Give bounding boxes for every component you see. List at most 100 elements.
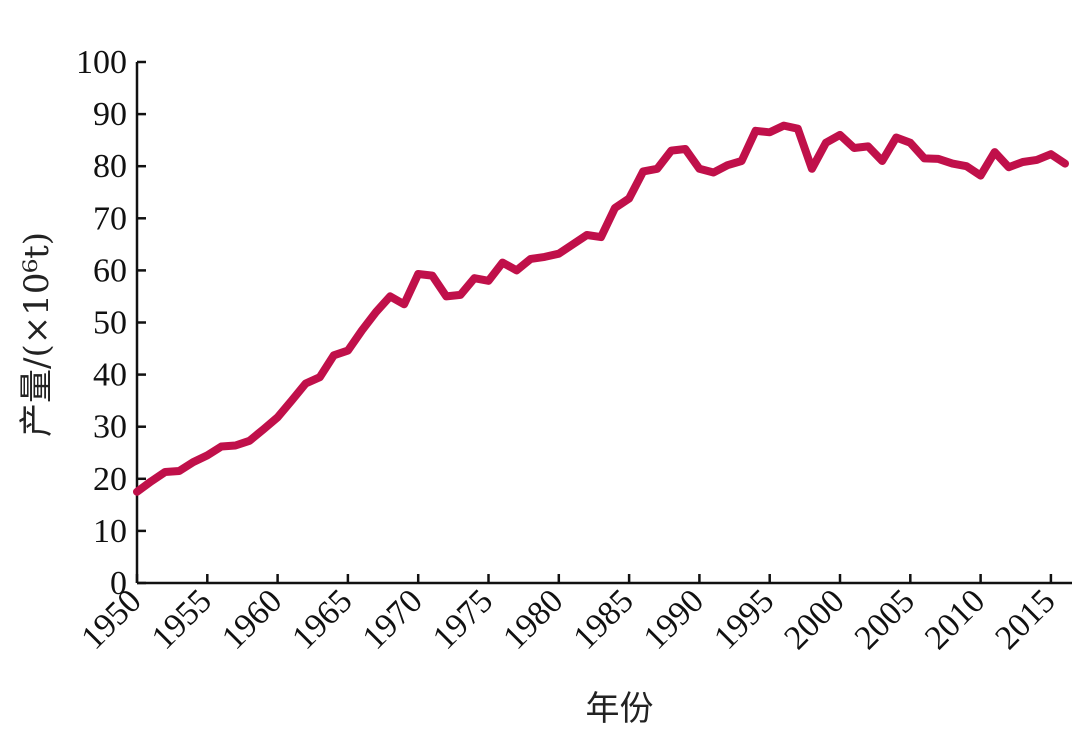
data-point xyxy=(1019,159,1026,165)
data-point xyxy=(190,459,197,466)
data-point xyxy=(1047,151,1054,158)
axes xyxy=(135,62,1072,585)
data-point xyxy=(640,168,647,175)
data-point xyxy=(527,255,534,262)
y-tick-label: 100 xyxy=(76,44,127,81)
data-point xyxy=(344,347,351,354)
data-point xyxy=(330,352,337,359)
data-point xyxy=(513,267,520,274)
x-tick-label: 1970 xyxy=(356,582,430,656)
x-tick-label: 1985 xyxy=(567,582,641,656)
data-point xyxy=(879,158,886,164)
data-point xyxy=(569,241,576,248)
series-line-0 xyxy=(133,121,1069,496)
data-point xyxy=(387,293,394,300)
data-point xyxy=(752,127,759,134)
data-point xyxy=(1005,164,1012,171)
data-point xyxy=(738,158,745,164)
data-point xyxy=(288,397,295,404)
data-point xyxy=(429,272,436,279)
data-point xyxy=(626,195,633,202)
x-tick-label: 2000 xyxy=(777,582,851,656)
x-tick-label: 1990 xyxy=(637,582,711,656)
data-point xyxy=(401,301,408,308)
data-point xyxy=(921,155,928,162)
data-point xyxy=(822,139,829,146)
data-point xyxy=(162,469,169,475)
data-point xyxy=(302,380,309,387)
data-point xyxy=(274,414,281,421)
data-point xyxy=(134,488,140,495)
data-point xyxy=(696,165,703,172)
y-axis-title: 产量/(×10⁶t) xyxy=(17,232,57,437)
x-tick-label: 2015 xyxy=(988,582,1062,656)
data-point xyxy=(963,163,970,170)
x-tick-label: 1955 xyxy=(145,582,219,656)
data-point xyxy=(893,134,900,141)
data-point xyxy=(710,169,717,176)
data-point xyxy=(541,253,548,260)
data-point xyxy=(260,426,267,433)
x-tick-label: 2010 xyxy=(918,582,992,656)
data-point xyxy=(1062,160,1068,167)
data-point xyxy=(780,122,787,129)
y-tick-label: 20 xyxy=(93,461,127,498)
y-tick-label: 70 xyxy=(93,200,127,237)
data-point xyxy=(148,478,155,485)
x-tick-label: 1950 xyxy=(74,582,148,656)
series-layer xyxy=(133,121,1069,496)
data-point xyxy=(246,437,253,444)
x-axis-ticks: 1950195519601965197019751980198519901995… xyxy=(74,574,1063,657)
data-point xyxy=(935,155,942,162)
data-point xyxy=(232,442,239,449)
data-point xyxy=(682,146,689,152)
x-tick-label: 1965 xyxy=(285,582,359,656)
x-tick-label: 1975 xyxy=(426,582,500,656)
data-point xyxy=(977,172,984,179)
data-point xyxy=(218,443,225,450)
y-tick-label: 30 xyxy=(93,409,127,446)
data-point xyxy=(373,309,379,316)
data-point xyxy=(949,160,956,167)
y-tick-label: 90 xyxy=(93,96,127,133)
data-point xyxy=(359,327,365,334)
data-point xyxy=(907,139,914,146)
x-tick-label: 1960 xyxy=(215,582,289,656)
data-point xyxy=(668,147,675,154)
data-point xyxy=(415,271,422,277)
data-point xyxy=(991,149,998,156)
data-point xyxy=(555,250,562,257)
data-point xyxy=(485,277,492,284)
y-tick-label: 10 xyxy=(93,513,127,550)
y-tick-label: 50 xyxy=(93,305,127,342)
data-point xyxy=(204,452,211,459)
data-point xyxy=(176,468,183,474)
y-tick-label: 60 xyxy=(93,252,127,289)
data-point xyxy=(1033,156,1040,163)
x-tick-label: 1995 xyxy=(707,582,781,656)
data-point xyxy=(766,129,773,136)
y-tick-label: 0 xyxy=(110,565,127,602)
data-point xyxy=(865,143,872,150)
data-point xyxy=(724,162,731,169)
y-axis-ticks: 0 10 20 30 40 50 60 70 80 90 100 xyxy=(76,44,146,602)
data-point xyxy=(612,204,618,211)
data-point xyxy=(443,293,450,300)
data-point xyxy=(457,291,464,298)
data-point xyxy=(598,234,604,241)
data-point xyxy=(654,165,661,172)
y-tick-label: 40 xyxy=(93,357,127,394)
x-axis-title: 年份 xyxy=(586,689,654,729)
x-tick-label: 1980 xyxy=(496,582,570,656)
data-point xyxy=(583,232,590,238)
data-point xyxy=(794,125,801,132)
data-point xyxy=(471,275,478,282)
x-tick-label: 2005 xyxy=(848,582,922,656)
data-point xyxy=(499,259,506,266)
y-tick-label: 80 xyxy=(93,148,127,185)
data-point xyxy=(808,165,815,172)
data-point xyxy=(316,374,323,381)
data-point xyxy=(851,145,858,151)
data-point xyxy=(837,131,843,138)
